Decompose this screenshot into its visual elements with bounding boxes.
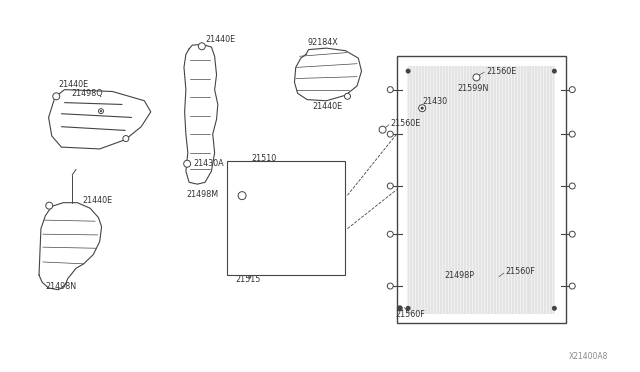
Circle shape bbox=[569, 231, 575, 237]
Text: 21498P: 21498P bbox=[445, 271, 474, 280]
Circle shape bbox=[387, 87, 393, 93]
Text: 21430A: 21430A bbox=[193, 158, 224, 167]
Text: 21516: 21516 bbox=[273, 179, 299, 187]
Circle shape bbox=[387, 231, 393, 237]
Circle shape bbox=[238, 192, 246, 200]
Circle shape bbox=[569, 283, 575, 289]
Text: 21560F: 21560F bbox=[396, 311, 425, 320]
Circle shape bbox=[406, 306, 411, 311]
Text: 21440E: 21440E bbox=[205, 35, 235, 44]
Text: 92184X: 92184X bbox=[307, 38, 338, 47]
Circle shape bbox=[387, 183, 393, 189]
Text: X21400A8: X21400A8 bbox=[569, 352, 609, 361]
Circle shape bbox=[45, 202, 52, 209]
Text: 21498M: 21498M bbox=[186, 190, 218, 199]
Text: 21440E: 21440E bbox=[312, 102, 342, 111]
Text: 21498Q: 21498Q bbox=[71, 89, 102, 98]
Circle shape bbox=[198, 43, 205, 50]
Circle shape bbox=[52, 93, 60, 100]
Circle shape bbox=[379, 126, 386, 133]
Circle shape bbox=[344, 93, 351, 99]
Circle shape bbox=[184, 160, 191, 167]
Circle shape bbox=[406, 68, 411, 74]
Circle shape bbox=[387, 131, 393, 137]
Text: 21515: 21515 bbox=[236, 275, 261, 284]
Text: 21599N: 21599N bbox=[458, 84, 489, 93]
Text: 21560F: 21560F bbox=[505, 267, 535, 276]
Circle shape bbox=[569, 183, 575, 189]
Circle shape bbox=[569, 131, 575, 137]
Text: 21440E: 21440E bbox=[83, 196, 113, 205]
Text: 21430: 21430 bbox=[422, 97, 447, 106]
Circle shape bbox=[99, 109, 104, 113]
Circle shape bbox=[552, 68, 557, 74]
Circle shape bbox=[569, 87, 575, 93]
Bar bbox=[408, 65, 554, 314]
Text: 21498N: 21498N bbox=[45, 282, 77, 291]
Text: 21560E: 21560E bbox=[486, 67, 516, 76]
Circle shape bbox=[473, 74, 480, 81]
Circle shape bbox=[387, 283, 393, 289]
Circle shape bbox=[100, 110, 102, 112]
Circle shape bbox=[552, 306, 557, 311]
Bar bbox=[397, 56, 566, 323]
Text: 21560E: 21560E bbox=[390, 119, 420, 128]
Circle shape bbox=[420, 107, 424, 110]
Text: 21510: 21510 bbox=[252, 154, 277, 163]
Bar bbox=[227, 161, 344, 275]
Circle shape bbox=[123, 135, 129, 142]
Text: 21440E: 21440E bbox=[58, 80, 88, 89]
Circle shape bbox=[419, 105, 426, 112]
Circle shape bbox=[397, 305, 403, 311]
